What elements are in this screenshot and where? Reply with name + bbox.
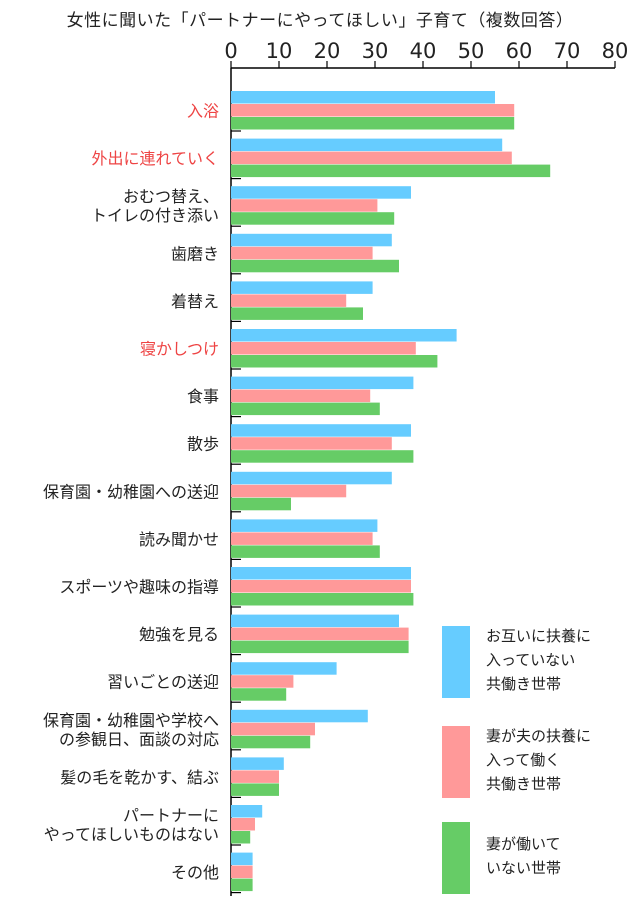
category-label-11: 勉強を見る: [139, 625, 219, 644]
bar-16-series-1: [231, 852, 253, 866]
bar-4-series-2: [231, 294, 347, 307]
chart-title: 女性に聞いた「パートナーにやってほしい」子育て（複数回答）: [66, 11, 574, 31]
bar-2-series-2: [231, 199, 378, 212]
bar-11-series-2: [231, 627, 409, 641]
bar-9-series-3: [231, 545, 380, 558]
bar-8-series-1: [231, 471, 392, 485]
bar-1-series-3: [231, 164, 551, 178]
category-label-5: 寝かしつけ: [140, 340, 219, 359]
bar-10-series-2: [231, 580, 411, 593]
bar-14-series-1: [231, 757, 284, 770]
x-tick-label-80: 80: [602, 39, 629, 63]
category-label-7: 散歩: [187, 435, 219, 454]
x-tick-label-70: 70: [554, 39, 581, 63]
bar-5-series-3: [231, 355, 438, 368]
bar-16-series-2: [231, 865, 253, 879]
bar-12-series-3: [231, 688, 287, 701]
bar-14-series-2: [231, 770, 279, 783]
x-tick-label-30: 30: [362, 39, 389, 63]
legend-swatch-series-1: [442, 626, 470, 698]
bar-11-series-3: [231, 640, 409, 654]
bar-3-series-1: [231, 233, 392, 247]
bar-1-series-2: [231, 151, 512, 165]
bar-12-series-1: [231, 662, 337, 675]
bar-5-series-1: [231, 329, 457, 342]
category-label-8: 保育園・幼稚園への送迎: [43, 482, 219, 501]
bar-7-series-1: [231, 424, 411, 437]
legend-label-series-3: 妻が働いて いない世帯: [486, 835, 562, 877]
bar-3-series-3: [231, 259, 399, 273]
category-label-15: パートナーにやってほしいものはない: [44, 806, 219, 844]
bar-1-series-1: [231, 138, 503, 152]
x-tick-label-50: 50: [458, 39, 485, 63]
legend-swatch-series-2: [442, 726, 470, 798]
bar-3-series-2: [231, 246, 373, 260]
legend-label-series-1: お互いに扶養に 入っていない 共働き世帯: [486, 627, 592, 693]
x-tick-label-20: 20: [314, 39, 341, 63]
category-label-1: 外出に連れていく: [91, 149, 219, 168]
bar-8-series-2: [231, 484, 347, 498]
x-tick-label-60: 60: [506, 39, 533, 63]
category-label-16: その他: [171, 863, 219, 882]
category-label-14: 髪の毛を乾かす、結ぶ: [60, 768, 219, 787]
bar-14-series-3: [231, 783, 279, 796]
bar-6-series-3: [231, 402, 380, 416]
bar-4-series-3: [231, 307, 363, 320]
bar-5-series-2: [231, 342, 416, 355]
category-label-4: 着替え: [171, 292, 219, 311]
bar-10-series-1: [231, 567, 411, 580]
category-label-2: おむつ替え、トイレの付き添い: [91, 187, 219, 225]
category-label-10: スポーツや趣味の指導: [59, 578, 219, 597]
bar-15-series-1: [231, 805, 263, 818]
bar-0-series-3: [231, 117, 515, 130]
bar-13-series-3: [231, 735, 311, 749]
legend-label-series-2: 妻が夫の扶養に 入って働く 共働き世帯: [486, 727, 592, 793]
bar-15-series-2: [231, 818, 255, 831]
bar-9-series-2: [231, 532, 373, 545]
bar-8-series-3: [231, 497, 291, 511]
x-tick-label-10: 10: [266, 39, 293, 63]
bar-2-series-3: [231, 212, 395, 225]
bar-6-series-2: [231, 389, 371, 403]
bar-13-series-2: [231, 722, 315, 736]
bar-7-series-3: [231, 450, 414, 463]
bar-4-series-1: [231, 281, 373, 294]
category-label-0: 入浴: [187, 102, 219, 121]
bar-16-series-3: [231, 878, 253, 892]
category-label-3: 歯磨き: [171, 244, 219, 263]
x-tick-label-0: 0: [224, 39, 237, 63]
bar-15-series-3: [231, 831, 251, 844]
bar-0-series-2: [231, 104, 515, 117]
bar-10-series-3: [231, 593, 414, 606]
category-label-12: 習いごとの送迎: [107, 673, 219, 692]
bar-6-series-1: [231, 376, 414, 390]
category-label-9: 読み聞かせ: [139, 530, 219, 549]
bar-11-series-1: [231, 614, 399, 628]
category-label-6: 食事: [187, 387, 219, 406]
x-tick-label-40: 40: [410, 39, 437, 63]
bar-0-series-1: [231, 91, 495, 104]
bar-7-series-2: [231, 437, 392, 450]
legend-swatch-series-3: [442, 822, 470, 894]
bar-12-series-2: [231, 675, 294, 688]
bar-9-series-1: [231, 519, 378, 532]
bar-13-series-1: [231, 709, 368, 723]
category-label-13: 保育園・幼稚園や学校への参観日、面談の対応: [43, 711, 219, 749]
bar-2-series-1: [231, 186, 411, 199]
